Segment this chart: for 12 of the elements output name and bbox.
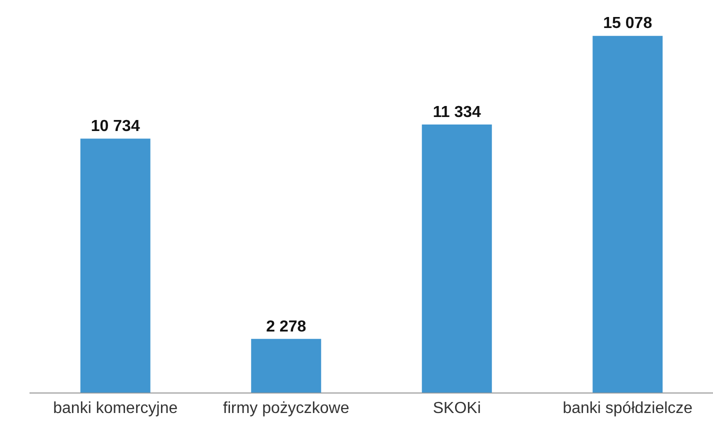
data-label: 2 278: [266, 318, 306, 336]
bar: [592, 36, 663, 393]
bar: [422, 124, 492, 393]
bar: [251, 338, 322, 393]
bar: [80, 138, 150, 393]
data-label: 11 334: [432, 104, 481, 121]
x-tick-label: banki komercyjne: [53, 400, 178, 417]
x-tick-label: SKOKi: [432, 400, 481, 417]
x-tick-label: banki spółdzielcze: [562, 400, 693, 417]
data-label: 10 734: [90, 118, 140, 136]
x-tick-label: firmy pożyczkowe: [223, 400, 350, 417]
data-label: 15 078: [603, 15, 652, 32]
